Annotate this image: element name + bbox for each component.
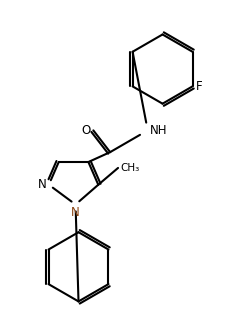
Text: N: N	[38, 178, 47, 191]
Text: N: N	[71, 205, 80, 218]
Text: NH: NH	[150, 124, 167, 137]
Text: O: O	[82, 124, 91, 137]
Text: CH₃: CH₃	[120, 163, 139, 173]
Text: F: F	[196, 80, 202, 93]
